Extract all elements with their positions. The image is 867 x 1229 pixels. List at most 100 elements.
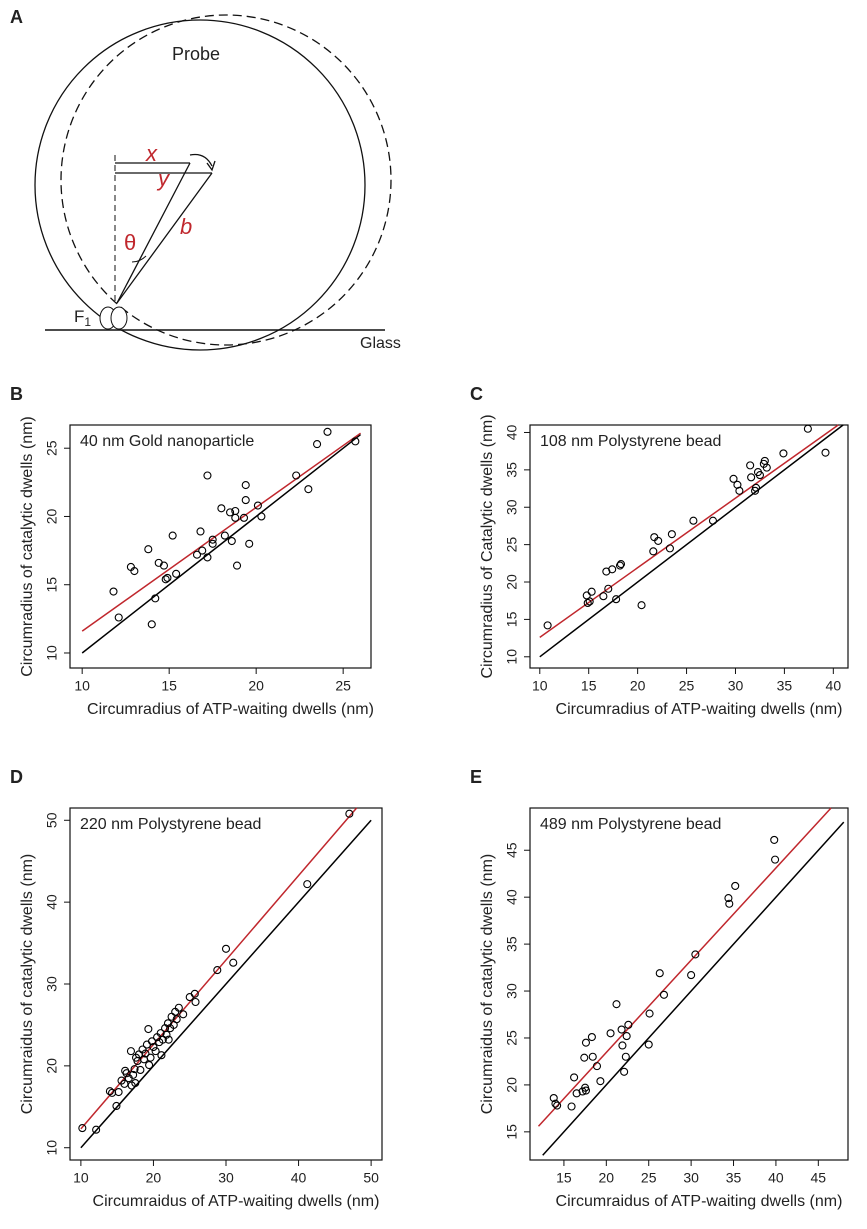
x-tick-label: 15 (556, 1170, 572, 1186)
y-tick-label: 10 (44, 1140, 60, 1156)
point (191, 997, 200, 1007)
point (138, 1045, 147, 1054)
point (583, 598, 592, 608)
x-tick-label: 10 (73, 1170, 89, 1186)
arrow-head (206, 160, 216, 172)
point (747, 473, 756, 482)
point (161, 575, 170, 584)
point (151, 594, 160, 603)
y-tick-label: 40 (504, 424, 520, 440)
point (163, 573, 172, 582)
point (606, 1029, 615, 1038)
diagram: A Probe Glass x y b θ F1 (10, 7, 401, 352)
y-tick-label: 10 (504, 649, 520, 665)
y-tick-label: 50 (44, 812, 60, 828)
point (185, 993, 194, 1002)
point (105, 1087, 114, 1096)
point (172, 1015, 181, 1024)
point (257, 512, 266, 521)
x-tick-label: 35 (726, 1170, 742, 1186)
panel-label: D (10, 767, 23, 787)
point (770, 835, 779, 844)
point (687, 971, 696, 980)
panel-label: B (10, 384, 23, 404)
point (304, 485, 313, 494)
point (149, 1042, 158, 1052)
point (762, 463, 771, 472)
glass-label: Glass (360, 335, 401, 352)
b-label: b (180, 214, 192, 239)
point (109, 587, 118, 596)
point (179, 1010, 188, 1019)
annotation: 40 nm Gold nanoparticle (80, 433, 254, 450)
point (163, 1019, 173, 1028)
fit-line (539, 424, 839, 638)
point (241, 481, 250, 490)
point (567, 1102, 576, 1111)
point (114, 613, 123, 622)
point (612, 595, 621, 604)
point (615, 561, 625, 570)
point (731, 881, 740, 890)
y-axis-label: Circumraidus of catalytic dwells (nm) (19, 854, 36, 1115)
y-axis-label: Circumradius of Catalytic dwells (nm) (479, 414, 496, 678)
point (196, 527, 205, 536)
probe-circle (34, 19, 366, 351)
point (708, 516, 718, 525)
point (130, 1065, 139, 1074)
point (751, 483, 761, 492)
y-tick-label: 20 (44, 1058, 60, 1074)
point (549, 1093, 558, 1103)
y-tick-label: 30 (44, 976, 60, 992)
point (172, 569, 181, 578)
point (645, 1009, 654, 1018)
point (570, 1073, 579, 1082)
x-tick-label: 25 (641, 1170, 657, 1186)
y-tick-label: 40 (504, 889, 520, 905)
x-axis-label: Circumradius of ATP-waiting dwells (nm) (556, 701, 843, 718)
y-tick-label: 30 (504, 499, 520, 515)
point (729, 474, 738, 483)
point (144, 545, 153, 554)
annotation: 489 nm Polystyrene bead (540, 816, 721, 833)
x-axis-label: Circumradius of ATP-waiting dwells (nm) (87, 701, 374, 718)
y-tick-label: 20 (44, 508, 60, 524)
point (654, 536, 663, 545)
y-tick-label: 15 (504, 1124, 520, 1140)
y-tick-label: 25 (504, 1030, 520, 1046)
panel-label: A (10, 7, 23, 27)
x-tick-label: 30 (218, 1170, 234, 1186)
x-tick-label: 25 (679, 678, 695, 694)
y-axis-label: Circumradius of catalytic dwells (nm) (19, 416, 36, 677)
point (203, 553, 212, 562)
point (581, 1038, 591, 1047)
fit-line (81, 432, 361, 632)
y-tick-label: 30 (504, 983, 520, 999)
point (735, 486, 744, 495)
point (618, 1041, 627, 1050)
point (585, 597, 594, 606)
point (292, 471, 301, 480)
point (232, 561, 242, 570)
point (164, 1035, 173, 1044)
point (131, 1079, 140, 1088)
point (159, 561, 169, 570)
point (755, 471, 764, 480)
point (665, 544, 674, 553)
point (141, 1049, 150, 1058)
point (147, 620, 156, 629)
point (162, 1030, 171, 1039)
point (551, 1099, 560, 1108)
x-tick-label: 10 (532, 678, 548, 694)
point (622, 1032, 631, 1041)
point (253, 501, 262, 510)
point (612, 1000, 621, 1009)
fit-line (537, 807, 832, 1127)
point (208, 539, 217, 548)
point (725, 899, 734, 908)
point (620, 1067, 629, 1076)
point (151, 1047, 160, 1056)
point (667, 530, 676, 539)
x-tick-label: 45 (811, 1170, 827, 1186)
